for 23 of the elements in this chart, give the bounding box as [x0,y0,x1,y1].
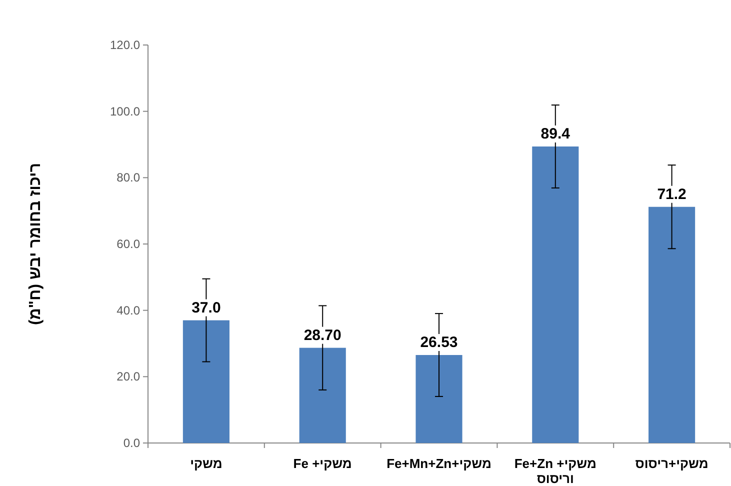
bar [182,320,230,443]
data-label: 28.70 [304,326,342,344]
x-tick-label: משקי+ Fe+Zn וריסוס [514,456,596,486]
y-tick-label: 80.0 [116,170,140,185]
bar [648,206,696,443]
y-axis-title: ריכוז בחומר יבש (ח"מ) [27,162,44,326]
y-tick-label: 60.0 [116,237,140,251]
data-label: 71.2 [657,186,686,203]
y-tick-label: 0.0 [123,436,140,450]
x-tick-label: משקי+ריסוס [635,456,708,471]
x-tick-label: משקי [190,456,222,471]
data-label: 37.0 [192,299,221,316]
data-label: 89.4 [540,125,571,142]
y-tick-label: 120.0 [110,38,140,52]
bar [532,146,579,443]
y-tick-label: 40.0 [116,303,140,318]
y-tick-label: 100.0 [110,104,140,118]
y-tick-label: 20.0 [116,370,140,384]
x-tick-label: משקי+Fe+Mn+Zn [386,456,492,471]
data-label: 26.53 [420,334,458,352]
x-tick-label: משקי+ Fe [293,456,352,471]
bar [416,355,462,443]
bar [299,348,346,443]
